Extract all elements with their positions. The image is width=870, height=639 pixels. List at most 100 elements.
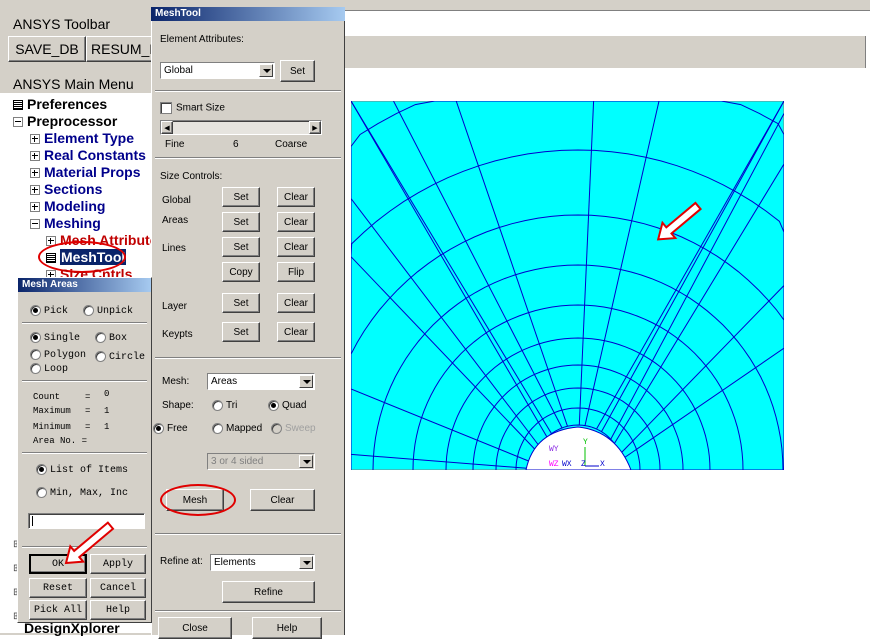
- collapse-icon[interactable]: [30, 219, 40, 230]
- radio-icon[interactable]: [95, 351, 106, 362]
- mesh-graphics-window[interactable]: WY Y WZ WX Z X: [351, 101, 784, 470]
- keypts-label: Keypts: [162, 329, 193, 340]
- chevron-down-icon[interactable]: [259, 64, 273, 77]
- radio-icon[interactable]: [212, 423, 223, 434]
- reset-button[interactable]: Reset: [29, 578, 87, 598]
- radio-icon[interactable]: [36, 464, 47, 475]
- tree-item-real-constants[interactable]: Real Constants: [30, 147, 146, 163]
- tree-item-designxplorer[interactable]: DesignXplorer: [24, 620, 120, 636]
- free-radio[interactable]: Free: [153, 423, 188, 434]
- mesh-spoke-line: [351, 101, 548, 438]
- expand-icon[interactable]: [30, 185, 40, 196]
- tree-label: Meshing: [44, 215, 101, 231]
- element-attributes-label: Element Attributes:: [160, 34, 244, 45]
- shape-tri-radio[interactable]: Tri: [212, 400, 237, 411]
- refine-at-select[interactable]: Elements: [210, 554, 315, 571]
- triad-z: Z: [581, 460, 586, 469]
- slider-right-arrow-icon[interactable]: ▶: [309, 121, 321, 134]
- copy-button[interactable]: Copy: [222, 262, 260, 282]
- tree-item-preferences[interactable]: Preferences: [13, 96, 107, 112]
- expand-icon[interactable]: [30, 151, 40, 162]
- element-attributes-select[interactable]: Global: [160, 62, 275, 79]
- size-global-clear-button[interactable]: Clear: [277, 187, 315, 207]
- tree-item-preprocessor[interactable]: Preprocessor: [13, 113, 117, 129]
- chevron-down-icon[interactable]: [299, 556, 313, 569]
- tree-item-element-type[interactable]: Element Type: [30, 130, 134, 146]
- area-no-label: Area No. =: [33, 436, 88, 446]
- chevron-down-icon[interactable]: [299, 375, 313, 388]
- expand-icon[interactable]: [30, 134, 40, 145]
- radio-icon[interactable]: [30, 305, 41, 316]
- shape-quad-label: Quad: [282, 400, 307, 412]
- pick-all-button[interactable]: Pick All: [29, 600, 87, 620]
- radio-icon[interactable]: [268, 400, 279, 411]
- help-button[interactable]: Help: [252, 617, 322, 639]
- save-db-button[interactable]: SAVE_DB: [8, 36, 86, 62]
- radio-icon[interactable]: [271, 423, 282, 434]
- shape-quad-radio[interactable]: Quad: [268, 400, 306, 411]
- radio-icon[interactable]: [212, 400, 223, 411]
- mesh-ring-line: [495, 387, 661, 470]
- refine-at-value: Elements: [214, 557, 256, 568]
- size-global-set-button[interactable]: Set: [222, 187, 260, 207]
- radio-icon[interactable]: [95, 332, 106, 343]
- size-areas-clear-button[interactable]: Clear: [277, 212, 315, 232]
- radio-icon[interactable]: [30, 363, 41, 374]
- tree-label: DesignXplorer: [24, 620, 120, 636]
- count-label: Count: [33, 392, 61, 402]
- keypts-clear-button[interactable]: Clear: [277, 322, 315, 342]
- cancel-button[interactable]: Cancel: [90, 578, 146, 598]
- mesh-spoke-line: [613, 163, 784, 444]
- list-of-items-radio[interactable]: List of Items: [36, 464, 128, 476]
- element-attributes-set-button[interactable]: Set: [280, 60, 315, 82]
- radio-icon[interactable]: [30, 349, 41, 360]
- polygon-radio[interactable]: Polygon: [30, 349, 86, 361]
- size-lines-clear-button[interactable]: Clear: [277, 237, 315, 257]
- mesh-areas-help-button[interactable]: Help: [90, 600, 146, 620]
- smart-size-checkbox[interactable]: Smart Size: [160, 102, 225, 114]
- size-lines-set-button[interactable]: Set: [222, 237, 260, 257]
- box-radio[interactable]: Box: [95, 332, 127, 344]
- refine-button[interactable]: Refine: [222, 581, 315, 603]
- radio-icon[interactable]: [83, 305, 94, 316]
- expand-icon[interactable]: [30, 168, 40, 179]
- slider-left-arrow-icon[interactable]: ◀: [161, 121, 173, 134]
- radio-icon[interactable]: [30, 332, 41, 343]
- size-areas-set-button[interactable]: Set: [222, 212, 260, 232]
- mapped-radio[interactable]: Mapped: [212, 423, 262, 434]
- mesh-type-select[interactable]: Areas: [207, 373, 315, 390]
- radio-icon[interactable]: [36, 487, 47, 498]
- pick-entry-input[interactable]: [28, 513, 145, 529]
- flip-button[interactable]: Flip: [277, 262, 315, 282]
- text-caret: [32, 516, 33, 526]
- chevron-down-icon[interactable]: [299, 455, 313, 468]
- unpick-radio[interactable]: Unpick: [83, 305, 133, 317]
- meshtool-title-bar: [151, 7, 345, 21]
- mesh-clear-button[interactable]: Clear: [250, 489, 315, 511]
- collapse-icon[interactable]: [13, 117, 23, 128]
- tree-item-material-props[interactable]: Material Props: [30, 164, 140, 180]
- radio-icon[interactable]: [153, 423, 164, 434]
- tree-item-modeling[interactable]: Modeling: [30, 198, 105, 214]
- circle-radio[interactable]: Circle: [95, 351, 145, 363]
- checkbox-icon[interactable]: [160, 102, 172, 114]
- tree-item-sections[interactable]: Sections: [30, 181, 102, 197]
- min-max-inc-radio[interactable]: Min, Max, Inc: [36, 487, 128, 499]
- mesh-spoke-line: [351, 198, 540, 447]
- smart-size-slider[interactable]: ◀ ▶: [160, 120, 322, 135]
- tree-item-meshing[interactable]: Meshing: [30, 215, 101, 231]
- close-button[interactable]: Close: [158, 617, 232, 639]
- divider: [22, 380, 147, 382]
- single-radio[interactable]: Single: [30, 332, 80, 344]
- sweep-radio[interactable]: Sweep: [271, 423, 316, 434]
- loop-radio[interactable]: Loop: [30, 363, 68, 375]
- layer-set-button[interactable]: Set: [222, 293, 260, 313]
- sided-select[interactable]: 3 or 4 sided: [207, 453, 315, 470]
- keypts-set-button[interactable]: Set: [222, 322, 260, 342]
- expand-icon[interactable]: [30, 202, 40, 213]
- resume-db-button[interactable]: RESUM_D: [86, 36, 159, 62]
- sided-value: 3 or 4 sided: [211, 456, 264, 467]
- apply-button[interactable]: Apply: [90, 554, 146, 574]
- layer-clear-button[interactable]: Clear: [277, 293, 315, 313]
- pick-radio[interactable]: Pick: [30, 305, 68, 317]
